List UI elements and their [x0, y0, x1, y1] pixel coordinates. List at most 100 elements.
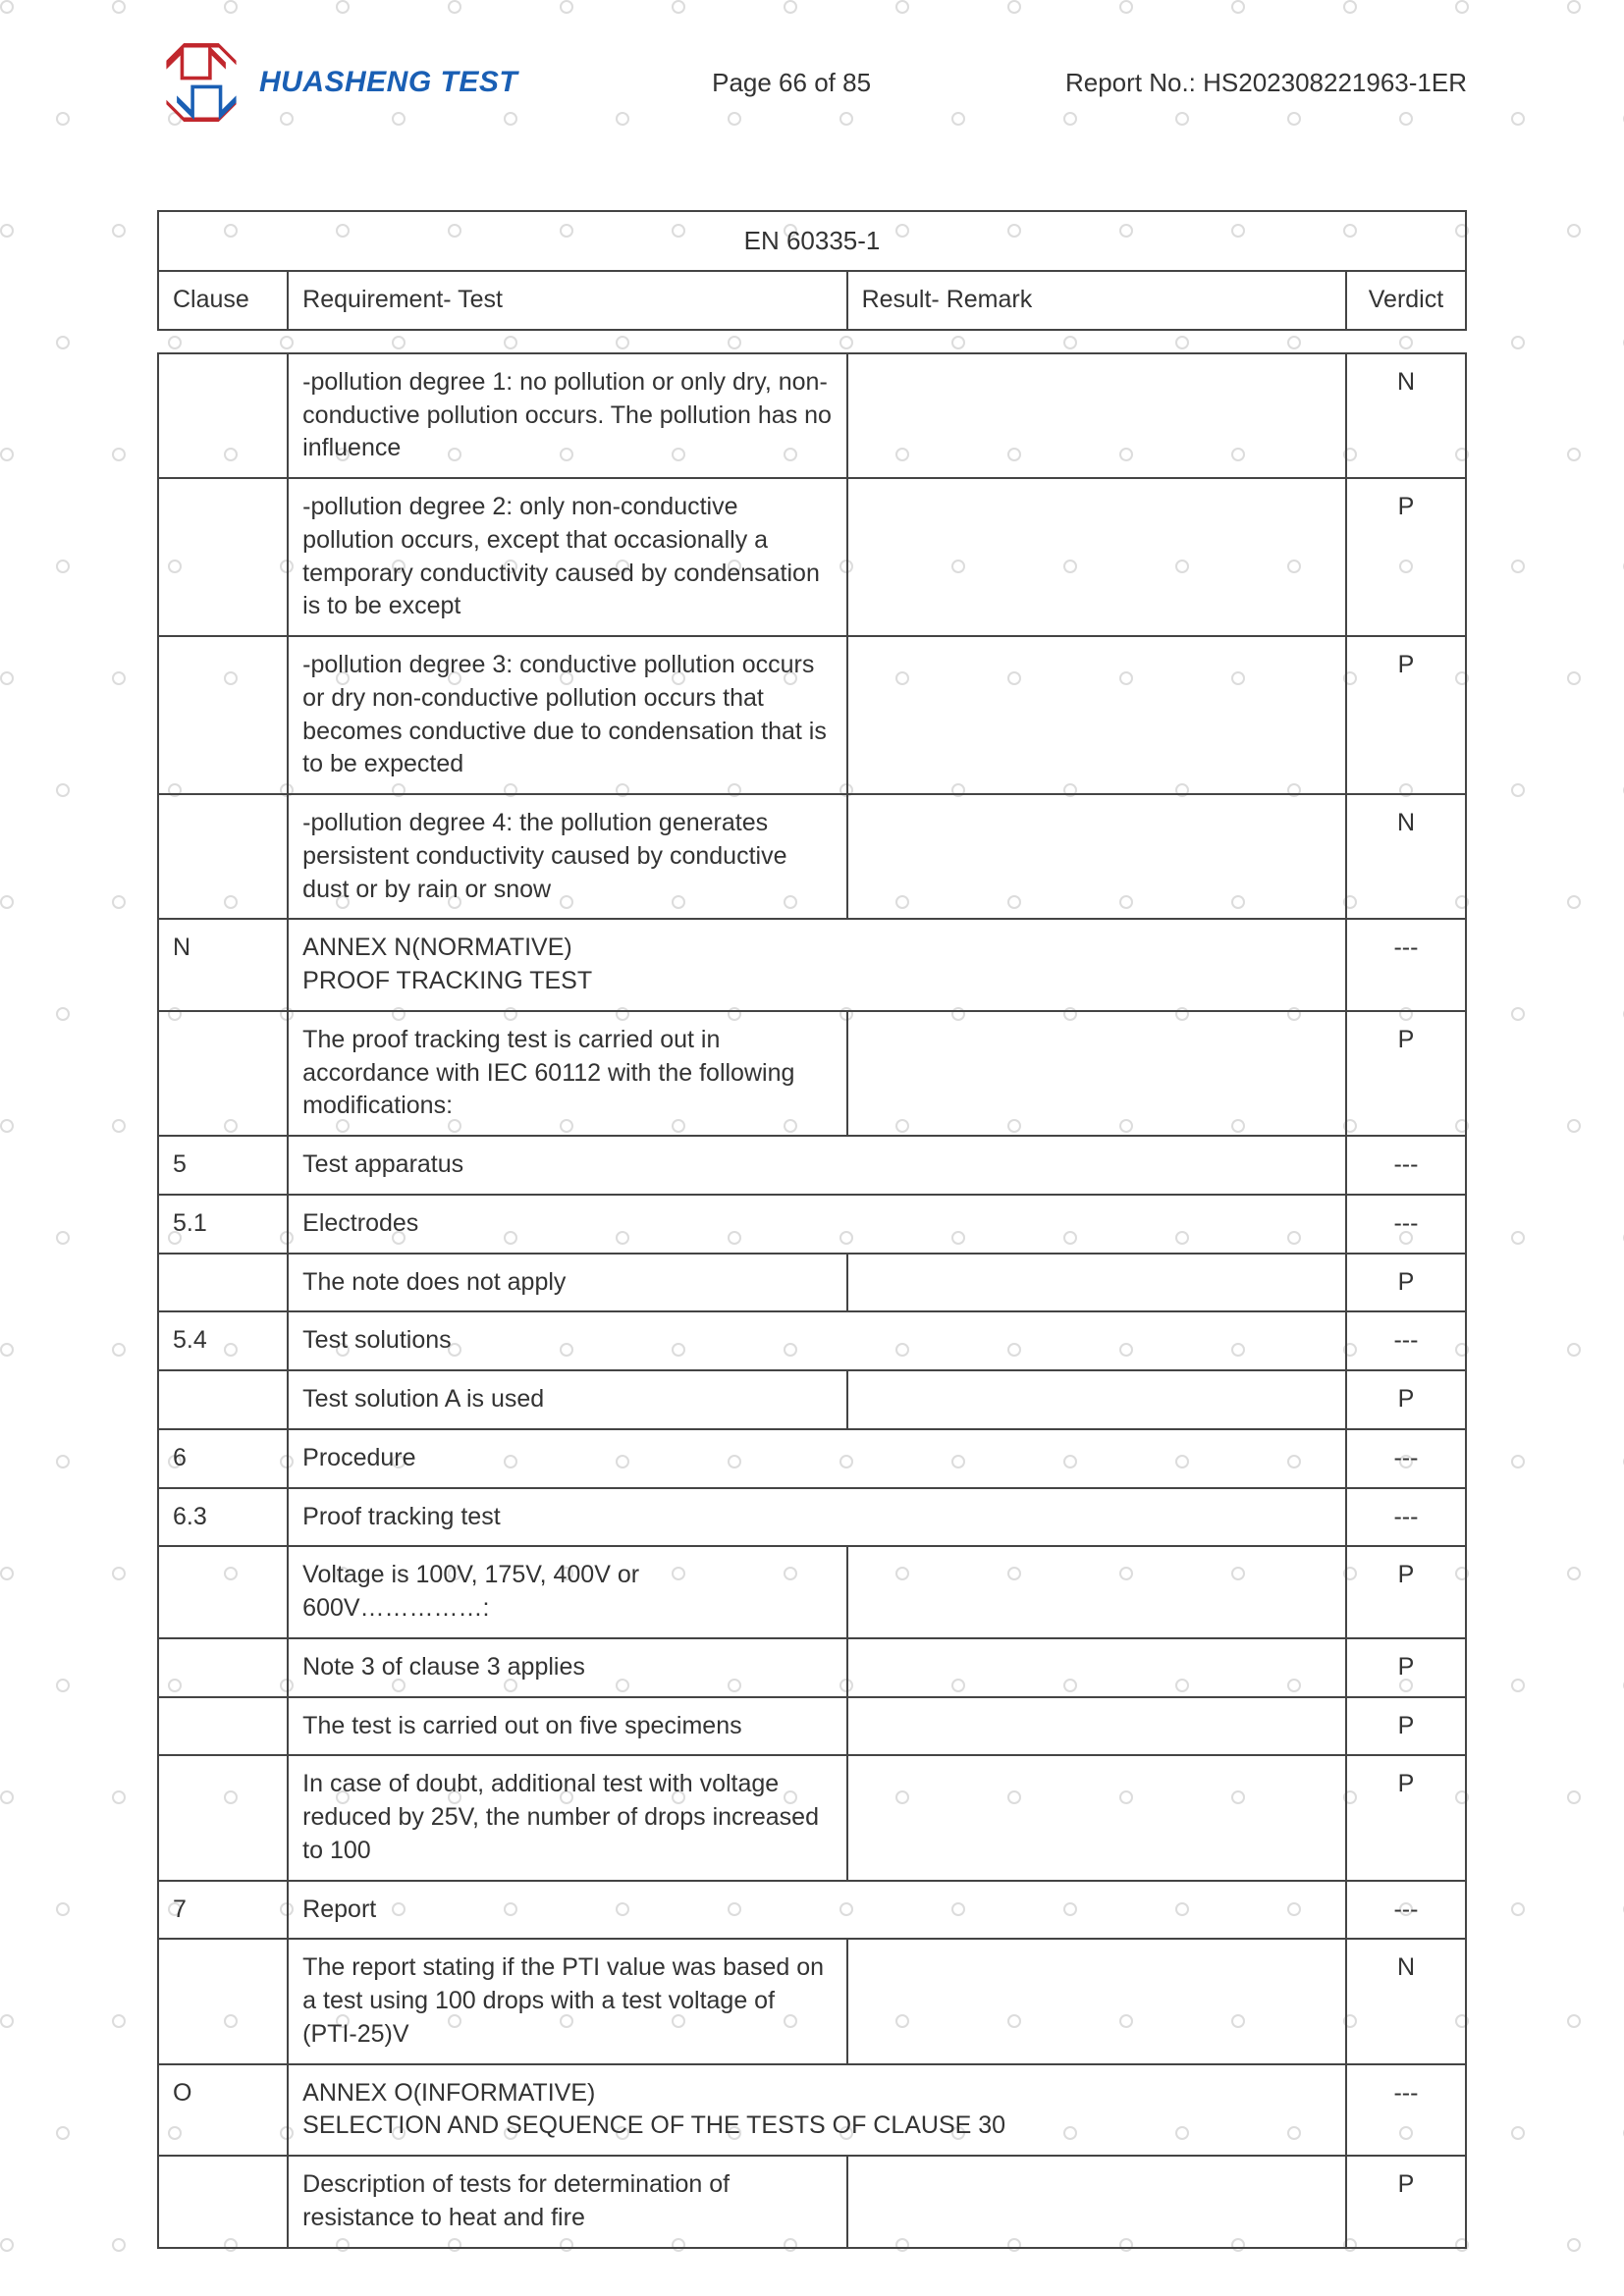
cell-verdict: P [1346, 1546, 1466, 1638]
cell-verdict: --- [1346, 1881, 1466, 1940]
cell-result [847, 794, 1346, 919]
cell-requirement: ANNEX O(INFORMATIVE) SELECTION AND SEQUE… [288, 2064, 1346, 2157]
cell-requirement: Report [288, 1881, 1346, 1940]
cell-result [847, 1638, 1346, 1697]
cell-verdict: --- [1346, 1429, 1466, 1488]
cell-requirement: Procedure [288, 1429, 1346, 1488]
cell-result [847, 2156, 1346, 2248]
cell-clause [158, 1370, 288, 1429]
cell-result [847, 1939, 1346, 2063]
cell-clause: 5.4 [158, 1311, 288, 1370]
body-table: -pollution degree 1: no pollution or onl… [157, 352, 1467, 2249]
col-result: Result- Remark [847, 271, 1346, 330]
cell-verdict: --- [1346, 1195, 1466, 1254]
cell-requirement: The proof tracking test is carried out i… [288, 1011, 846, 1136]
table-row: The test is carried out on five specimen… [158, 1697, 1466, 1756]
cell-requirement: Test solution A is used [288, 1370, 846, 1429]
cell-verdict: N [1346, 1939, 1466, 2063]
table-row: -pollution degree 2: only non-conductive… [158, 478, 1466, 636]
table-row: -pollution degree 4: the pollution gener… [158, 794, 1466, 919]
page-number: Page 66 of 85 [712, 68, 871, 98]
column-header-row: Clause Requirement- Test Result- Remark … [158, 271, 1466, 330]
cell-verdict: P [1346, 1755, 1466, 1880]
page-content: HUASHENG TEST Page 66 of 85 Report No.: … [0, 0, 1624, 2288]
col-clause: Clause [158, 271, 288, 330]
table-row: Note 3 of clause 3 applies P [158, 1638, 1466, 1697]
table-row: 6.3Proof tracking test--- [158, 1488, 1466, 1547]
col-requirement: Requirement- Test [288, 271, 846, 330]
cell-verdict: P [1346, 1011, 1466, 1136]
brand-name: HUASHENG TEST [259, 66, 517, 99]
cell-requirement: Test apparatus [288, 1136, 1346, 1195]
cell-clause [158, 353, 288, 478]
cell-requirement: Voltage is 100V, 175V, 400V or 600V……………… [288, 1546, 846, 1638]
cell-clause [158, 1697, 288, 1756]
brand-logo-icon [157, 43, 245, 122]
cell-clause [158, 1755, 288, 1880]
cell-requirement: ANNEX N(NORMATIVE) PROOF TRACKING TEST [288, 919, 1346, 1011]
table-row: 7Report--- [158, 1881, 1466, 1940]
cell-verdict: N [1346, 353, 1466, 478]
brand: HUASHENG TEST [157, 43, 517, 122]
report-number: Report No.: HS202308221963-1ER [1065, 68, 1467, 98]
cell-clause [158, 794, 288, 919]
cell-requirement: -pollution degree 4: the pollution gener… [288, 794, 846, 919]
page-header: HUASHENG TEST Page 66 of 85 Report No.: … [157, 43, 1467, 122]
cell-clause: 5 [158, 1136, 288, 1195]
cell-verdict: N [1346, 794, 1466, 919]
header-table: EN 60335-1 Clause Requirement- Test Resu… [157, 210, 1467, 331]
cell-verdict: P [1346, 1254, 1466, 1312]
table-row: NANNEX N(NORMATIVE) PROOF TRACKING TEST-… [158, 919, 1466, 1011]
table-row: OANNEX O(INFORMATIVE) SELECTION AND SEQU… [158, 2064, 1466, 2157]
cell-verdict: --- [1346, 2064, 1466, 2157]
cell-clause: 5.1 [158, 1195, 288, 1254]
table-row: The proof tracking test is carried out i… [158, 1011, 1466, 1136]
table-row: 5.1Electrodes--- [158, 1195, 1466, 1254]
cell-requirement: -pollution degree 1: no pollution or onl… [288, 353, 846, 478]
cell-verdict: P [1346, 1370, 1466, 1429]
cell-result [847, 1254, 1346, 1312]
cell-clause: 6.3 [158, 1488, 288, 1547]
cell-requirement: Note 3 of clause 3 applies [288, 1638, 846, 1697]
table-row: Description of tests for determination o… [158, 2156, 1466, 2248]
cell-result [847, 636, 1346, 794]
table-row: -pollution degree 3: conductive pollutio… [158, 636, 1466, 794]
cell-verdict: P [1346, 2156, 1466, 2248]
cell-requirement: Test solutions [288, 1311, 1346, 1370]
table-row: In case of doubt, additional test with v… [158, 1755, 1466, 1880]
cell-clause: 6 [158, 1429, 288, 1488]
cell-clause [158, 1254, 288, 1312]
cell-verdict: --- [1346, 919, 1466, 1011]
cell-verdict: P [1346, 1697, 1466, 1756]
table-row: The report stating if the PTI value was … [158, 1939, 1466, 2063]
cell-clause: 7 [158, 1881, 288, 1940]
cell-verdict: --- [1346, 1311, 1466, 1370]
cell-clause [158, 636, 288, 794]
cell-verdict: P [1346, 636, 1466, 794]
cell-requirement: Description of tests for determination o… [288, 2156, 846, 2248]
cell-result [847, 1011, 1346, 1136]
cell-result [847, 1546, 1346, 1638]
cell-result [847, 1755, 1346, 1880]
table-row: Test solution A is used P [158, 1370, 1466, 1429]
cell-clause [158, 478, 288, 636]
table-row: 5Test apparatus--- [158, 1136, 1466, 1195]
cell-requirement: The test is carried out on five specimen… [288, 1697, 846, 1756]
cell-clause: O [158, 2064, 288, 2157]
table-row: 5.4Test solutions--- [158, 1311, 1466, 1370]
cell-verdict: P [1346, 1638, 1466, 1697]
table-row: -pollution degree 1: no pollution or onl… [158, 353, 1466, 478]
cell-verdict: --- [1346, 1136, 1466, 1195]
cell-verdict: --- [1346, 1488, 1466, 1547]
table-row: 6Procedure--- [158, 1429, 1466, 1488]
cell-requirement: In case of doubt, additional test with v… [288, 1755, 846, 1880]
cell-clause [158, 1638, 288, 1697]
table-row: The note does not apply P [158, 1254, 1466, 1312]
cell-clause [158, 1546, 288, 1638]
cell-clause [158, 2156, 288, 2248]
cell-requirement: The report stating if the PTI value was … [288, 1939, 846, 2063]
cell-requirement: The note does not apply [288, 1254, 846, 1312]
table-gap [157, 331, 1467, 352]
cell-clause [158, 1011, 288, 1136]
standard-title-row: EN 60335-1 [158, 211, 1466, 271]
